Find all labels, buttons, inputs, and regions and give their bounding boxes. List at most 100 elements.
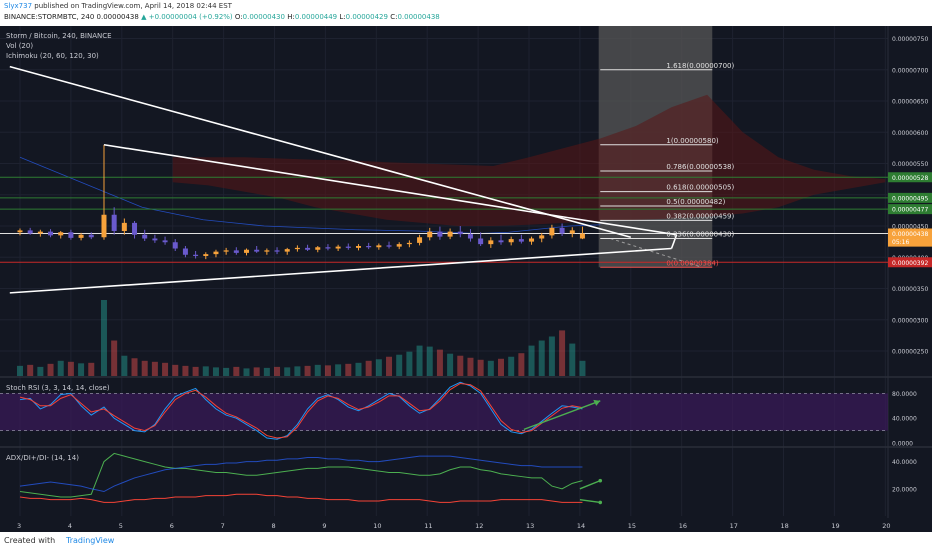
time-tick-label: 4 [68,522,72,530]
volume-bar [202,366,209,376]
fib-level-label: 0.382(0.00000459) [666,212,734,220]
legend-vol: Vol (20) [6,42,33,50]
time-axis-bg [0,518,932,532]
volume-bar [304,365,311,376]
price-badge-label: 0.00000438 [892,231,928,238]
time-axis[interactable]: 3 4 5 6 7 8 9 10 11 12 13 14 15 16 17 18 19 20 [0,518,932,532]
candle-body [274,250,280,252]
fib-level-label: 0(0.00000384) [666,259,718,267]
close-value: 0.00000438 [397,13,440,21]
candle-body [132,222,138,235]
volume-bar [57,360,64,376]
price-badge [888,192,932,203]
candle-body [203,254,209,256]
candle-body [478,238,484,245]
candle-body [315,247,321,250]
volume-bar [192,366,199,376]
candle-body [488,240,494,245]
footer: Created with TradingView [0,532,932,550]
candle-body [579,233,585,239]
volume-bar [518,353,525,376]
volume-bar [141,360,148,376]
fib-level-label: 0.618(0.00000505) [666,184,734,192]
volume-bar [223,367,230,376]
candle-body [182,248,188,255]
up-arrow-icon: ▲ [141,13,147,21]
candle-body [549,227,555,236]
price-tick-label: 0.00000700 [892,67,928,74]
stoch-band [0,393,888,431]
candle-body [508,239,514,243]
volume-bar [375,359,382,376]
volume-bar [111,340,118,376]
volume-bar [131,358,138,376]
volume-bar [37,366,44,376]
volume-bar [284,367,291,376]
volume-bar [182,365,189,376]
volume-bar [569,343,576,376]
fib-level-label: 0.5(0.00000482) [666,198,725,206]
volume-bar [345,363,352,376]
candle-body [305,247,311,250]
volume-bar [172,364,179,376]
high-value: 0.00000449 [294,13,338,21]
price-badge-label: 0.00000495 [892,195,928,202]
candle-body [417,237,423,243]
volume-bar [548,336,555,376]
horizontal-levels[interactable] [0,176,888,263]
candle-body [111,214,117,231]
candle-body [152,238,158,241]
volume-bar [314,364,321,376]
time-tick-label: 10 [373,522,381,530]
candle-body [264,250,270,252]
candle-body [254,249,260,252]
price-tick-label: 0.00000550 [892,161,928,168]
price-axis[interactable]: 0.00000750 0.00000700 0.00000650 0.00000600… [888,36,932,356]
volume-bar [355,362,362,376]
time-tick-label: 12 [475,522,483,530]
volume-bar [162,362,169,376]
time-tick-label: 11 [424,522,432,530]
cloud-area [172,94,886,226]
candle-body [457,231,463,235]
adx-line [19,452,583,498]
volume-bar [467,357,474,376]
open-label: O: [234,13,243,21]
volume-bar [274,366,281,376]
volume-bar [233,366,240,376]
price-tick-label: 0.00000450 [892,224,928,231]
price-badge [888,236,932,247]
author-link[interactable]: Slyx737 [4,2,33,10]
candle-body [559,227,565,234]
adx-tick-label: 20.0000 [892,486,917,493]
candle-body [101,214,107,238]
volume-bar [78,363,85,376]
time-tick-label: 5 [119,522,123,530]
volume-bar [263,367,270,376]
legend-ichimoku: Ichimoku (20, 60, 120, 30) [6,52,99,60]
trendlines[interactable] [9,65,678,294]
candle-body [193,254,199,256]
time-tick-label: 20 [882,522,890,530]
trendline [670,234,678,249]
time-tick-label: 3 [17,522,21,530]
candle-body [68,232,74,238]
candle-body [518,239,524,242]
fib-labels: 1.618(0.00000700) 1(0.00000580) 0.786(0.00… [600,62,735,268]
candle-body [467,234,473,239]
tradingview-logo[interactable]: TradingView [66,536,115,545]
chart-canvas[interactable]: 1.618(0.00000700) 1(0.00000580) 0.786(0.00… [0,26,932,532]
volume-bar [47,363,54,376]
candle-body [498,240,504,243]
trendline [9,65,632,239]
time-tick-label: 8 [272,522,276,530]
volume-bars [17,300,586,376]
candle-body [529,238,535,242]
volume-bar [487,360,494,376]
candle-body [162,240,168,243]
stoch-tick-label: 80.0000 [892,391,917,398]
volume-bar [386,356,393,376]
adx-arrow-head [598,500,603,505]
candle-body [345,246,351,248]
candle-body [539,235,545,239]
